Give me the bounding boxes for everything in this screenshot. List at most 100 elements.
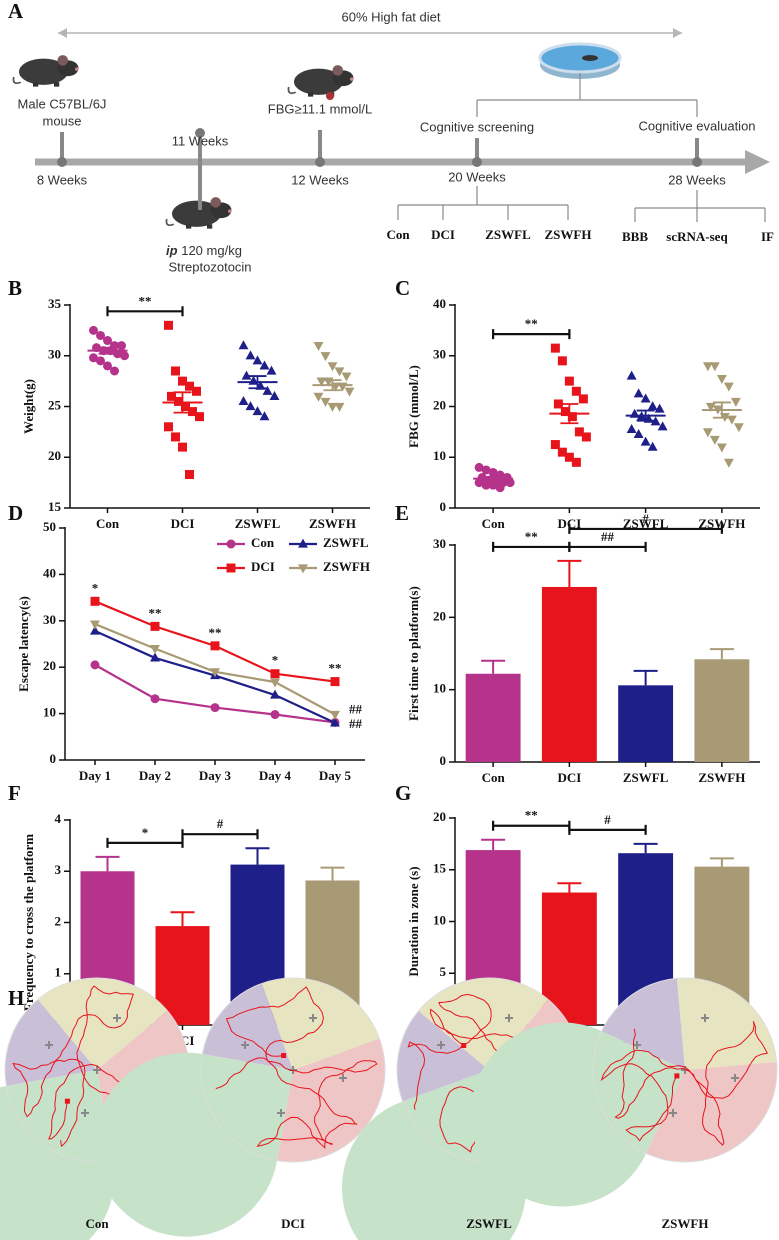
annotation: * — [272, 653, 279, 668]
y-tick-label: 0 — [440, 753, 447, 768]
marker — [164, 320, 173, 330]
chart: C 0 10 20 30 40 FBG (mmol/L) Con DCI ZSWFL ZSWFH ** — [395, 276, 760, 531]
marker — [564, 452, 574, 462]
x-tick-label: Day 3 — [199, 768, 232, 783]
annotation: * — [92, 580, 99, 595]
marker — [564, 376, 574, 386]
marker — [550, 343, 560, 353]
annotation: ## — [349, 702, 363, 717]
panel-label: C — [395, 276, 410, 300]
cross — [277, 1109, 285, 1117]
legend-marker — [226, 563, 236, 573]
group-label: ZSWFH — [545, 227, 592, 242]
y-tick-label: 10 — [433, 448, 446, 463]
week-label: 20 Weeks — [448, 169, 506, 184]
annotation: ** — [209, 625, 222, 640]
start-point — [64, 1098, 70, 1104]
marker — [188, 407, 197, 417]
track-label: ZSWFH — [662, 1216, 709, 1231]
marker — [505, 478, 515, 488]
marker — [633, 388, 644, 398]
sem-bar — [636, 409, 655, 422]
y-axis-label: FBG (mmol/L) — [406, 365, 421, 448]
cross — [81, 1109, 89, 1117]
pool-edge — [200, 977, 386, 1163]
significance-label: ** — [525, 808, 538, 823]
week-label: 28 Weeks — [668, 172, 726, 187]
track-label: DCI — [281, 1216, 305, 1231]
marker — [705, 402, 716, 412]
cross — [633, 1041, 641, 1049]
marker — [313, 342, 324, 351]
week-label: 11 Weeks — [172, 133, 229, 148]
marker — [574, 427, 584, 437]
quadrant — [261, 978, 380, 1070]
significance-bracket — [568, 824, 647, 835]
error-bar — [170, 911, 195, 927]
marker — [174, 396, 183, 406]
x-tick-label: ZSWFL — [623, 516, 669, 531]
marker — [270, 678, 280, 688]
marker — [90, 596, 100, 606]
marker — [245, 350, 256, 360]
marker — [90, 660, 100, 670]
bar — [694, 659, 750, 762]
marker — [650, 416, 661, 426]
error-bar — [557, 882, 582, 893]
timeline-panel: A 60% High fat diet Male C57BL/6J mouse … — [8, 0, 774, 274]
marker — [640, 393, 651, 403]
y-tick-label: 50 — [43, 519, 56, 534]
cross — [241, 1041, 249, 1049]
marker — [560, 407, 570, 417]
x-tick-label: Day 2 — [139, 768, 171, 783]
marker — [103, 361, 112, 371]
evaluation-note: Cognitive evaluation — [638, 118, 755, 133]
marker — [567, 412, 577, 422]
y-tick-label: 3 — [55, 862, 62, 877]
significance-label: # — [642, 511, 649, 526]
quadrant — [4, 999, 98, 1086]
marker — [178, 376, 187, 386]
quadrant — [94, 1052, 293, 1237]
y-axis-label: Escape latency(s) — [16, 596, 31, 692]
error-bar — [245, 847, 270, 865]
track-label: ZSWFL — [466, 1216, 512, 1231]
y-tick-label: 40 — [433, 296, 446, 311]
y-tick-label: 0 — [440, 499, 447, 514]
marker — [241, 370, 252, 380]
swim-track — [215, 986, 378, 1149]
x-tick-label: Con — [482, 516, 506, 531]
y-tick-label: 30 — [48, 347, 61, 362]
panel-label: F — [8, 781, 21, 805]
start-point — [461, 1043, 467, 1048]
error-bar — [709, 648, 734, 660]
marker — [557, 447, 567, 457]
track-label: Con — [85, 1216, 109, 1231]
blood-drop — [326, 92, 334, 100]
sem-bar — [173, 391, 192, 414]
marker — [330, 717, 340, 727]
y-tick-label: 15 — [433, 861, 447, 876]
y-tick-label: 30 — [433, 536, 446, 551]
marker — [90, 625, 100, 635]
marker — [171, 432, 180, 442]
marker — [330, 677, 340, 687]
cross — [45, 1041, 53, 1049]
marker — [730, 397, 741, 407]
quadrant — [397, 1010, 489, 1102]
marker — [626, 423, 637, 433]
marker — [150, 652, 160, 662]
marker — [320, 397, 331, 407]
y-tick-label: 30 — [433, 347, 446, 362]
marker — [192, 386, 201, 396]
quadrant — [646, 1061, 777, 1162]
fbg-note: FBG≥11.1 mmol/L — [268, 101, 372, 116]
marker — [654, 403, 665, 413]
marker — [313, 392, 324, 402]
stz-dose: 120 mg/kg — [178, 243, 242, 258]
marker — [171, 366, 180, 376]
marker — [252, 355, 263, 365]
chart: D 0 10 20 30 40 50 Escape latency(s) Day 1 Day 2 D… — [8, 501, 370, 783]
chart: E 0 10 20 30 First time to platform(s) Con DCI Z… — [395, 501, 760, 785]
y-tick-label: 20 — [433, 397, 446, 412]
